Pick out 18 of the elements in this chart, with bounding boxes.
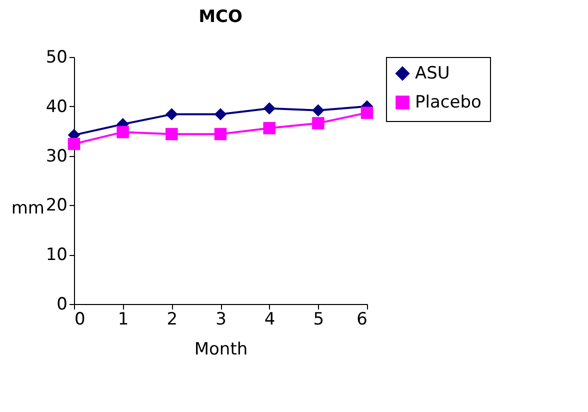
x-tick-label: 2 xyxy=(166,310,178,330)
y-tick-label: 50 xyxy=(46,48,68,68)
y-tick-label: 20 xyxy=(46,196,68,216)
y-tick-label: 0 xyxy=(56,294,68,314)
y-tick-label: 10 xyxy=(46,245,68,266)
x-tick-label: 5 xyxy=(313,310,324,330)
x-tick-label: 3 xyxy=(216,310,226,330)
x-tick-label: 6 xyxy=(356,310,368,330)
legend-label: ASU xyxy=(415,64,450,84)
x-axis-title: Month xyxy=(194,340,248,360)
y-tick-label: 30 xyxy=(46,146,68,166)
legend-label: Placebo xyxy=(415,92,482,112)
y-tick-label: 40 xyxy=(46,96,68,117)
chart-title: MCO xyxy=(198,7,242,27)
x-tick-label: 4 xyxy=(264,310,276,330)
y-axis-title: mm xyxy=(11,198,44,218)
x-tick-label: 0 xyxy=(74,310,86,330)
x-tick-label: 1 xyxy=(118,310,129,330)
